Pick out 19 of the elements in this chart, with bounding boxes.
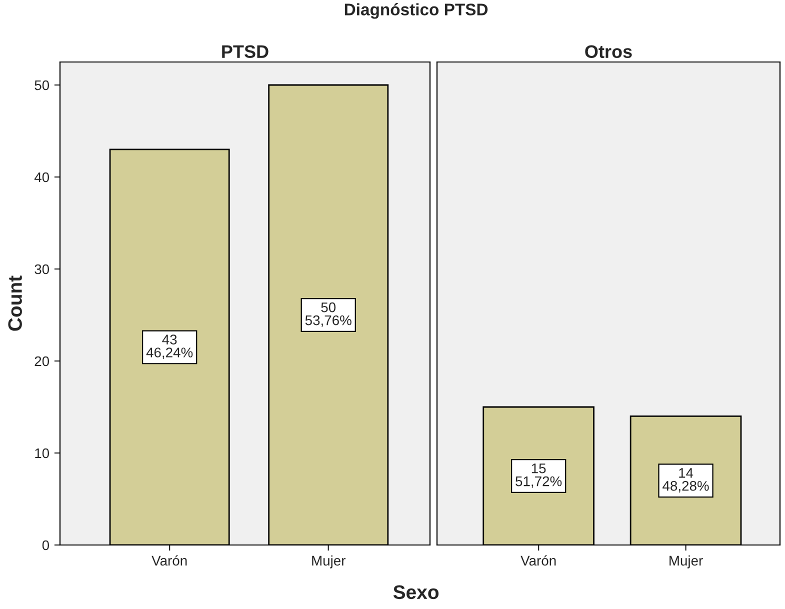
data-label: 50 53,76% — [305, 302, 352, 327]
x-axis-title: Sexo — [393, 585, 439, 600]
x-tick-label: Varón — [152, 555, 187, 566]
text: Diagnóstico PTSD — [344, 3, 488, 19]
chart-title: PTSD — [222, 45, 268, 58]
data-label: 43 46,24% — [146, 334, 193, 360]
data-label: 14 48,28% — [662, 468, 709, 492]
y-axis-title: Count — [8, 276, 22, 331]
chart-title: Otros — [585, 45, 632, 58]
x-tick-label: Mujer — [312, 555, 346, 568]
y-tick-label: 40 — [34, 172, 50, 182]
y-tick-label: 0 — [42, 540, 50, 550]
y-tick-label: 30 — [34, 264, 50, 274]
x-tick-label: Mujer — [670, 555, 703, 568]
y-tick-label: 50 — [34, 80, 50, 90]
y-tick-label: 10 — [35, 448, 50, 458]
y-tick-label: 20 — [34, 356, 50, 366]
data-label: 15 51,72% — [516, 464, 562, 488]
x-tick-label: Varón — [520, 555, 556, 566]
